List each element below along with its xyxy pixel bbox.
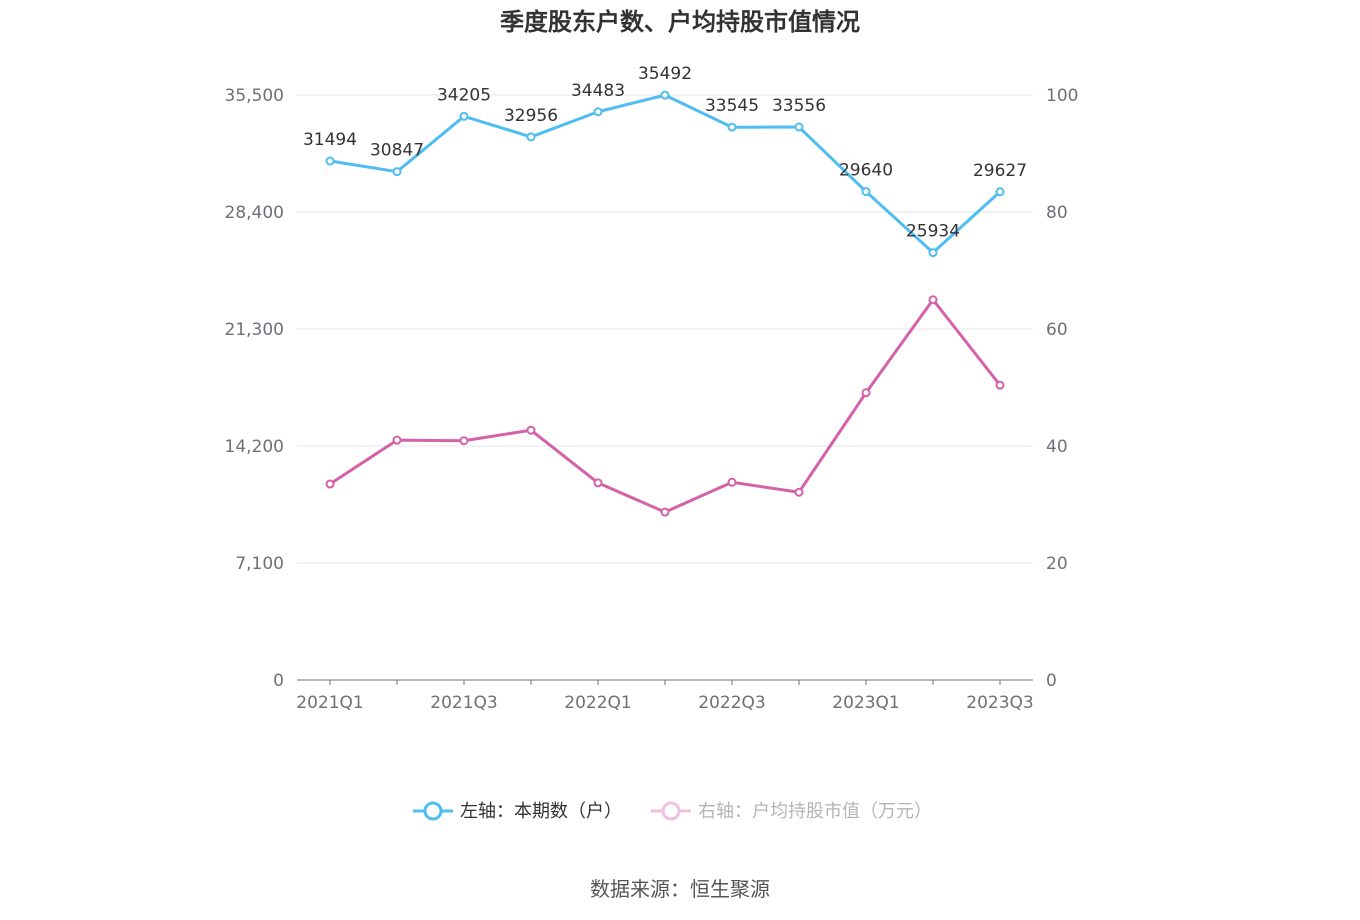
legend-marker-icon [661, 801, 681, 821]
legend: 左轴：本期数（户） 右轴：户均持股市值（万元） [413, 801, 932, 822]
data-point [995, 380, 1005, 390]
left-axis-tick-label: 14,200 [225, 437, 284, 457]
data-point [727, 477, 737, 487]
legend-marker-icon [423, 801, 443, 821]
data-point [526, 425, 536, 435]
data-point [392, 435, 402, 445]
left-axis-tick-label: 28,400 [225, 203, 284, 223]
left-axis-tick-label: 0 [273, 671, 284, 691]
left-axis-tick-label: 35,500 [225, 86, 284, 106]
data-label: 29640 [839, 161, 893, 181]
data-label: 25934 [906, 222, 960, 242]
data-label: 32956 [504, 106, 558, 126]
data-label: 34483 [571, 81, 625, 101]
data-point [593, 478, 603, 488]
data-label: 30847 [370, 141, 424, 161]
data-point [794, 122, 804, 132]
left-axis-tick-label: 21,300 [225, 320, 284, 340]
data-source: 数据来源：恒生聚源 [590, 877, 770, 901]
right-axis-tick-label: 80 [1046, 203, 1068, 223]
left-axis-tick-label: 7,100 [235, 554, 284, 574]
data-point [861, 388, 871, 398]
data-point [459, 436, 469, 446]
data-point [392, 167, 402, 177]
x-axis-tick-label: 2023Q1 [832, 693, 899, 713]
data-point [794, 487, 804, 497]
data-point [727, 122, 737, 132]
data-label: 29627 [973, 161, 1027, 181]
data-point [459, 111, 469, 121]
x-axis-tick-label: 2021Q1 [296, 693, 363, 713]
right-axis-tick-label: 20 [1046, 554, 1068, 574]
data-point [325, 479, 335, 489]
x-axis-tick-label: 2021Q3 [430, 693, 497, 713]
data-label: 35492 [638, 64, 692, 84]
series-line-left [329, 93, 1002, 255]
data-point [995, 187, 1005, 197]
data-label: 34205 [437, 85, 491, 105]
right-axis-tick-label: 0 [1046, 671, 1057, 691]
x-axis-tick-label: 2023Q3 [966, 693, 1033, 713]
data-point [861, 187, 871, 197]
right-axis-tick-label: 40 [1046, 437, 1068, 457]
chart-title: 季度股东户数、户均持股市值情况 [500, 8, 860, 36]
data-point [928, 248, 938, 258]
right-axis-tick-label: 60 [1046, 320, 1068, 340]
data-point [660, 507, 670, 517]
legend-label: 左轴：本期数（户） [460, 801, 622, 822]
legend-label: 右轴：户均持股市值（万元） [698, 801, 932, 822]
data-point [593, 107, 603, 117]
series-line-right [329, 298, 1002, 514]
legend-item-right[interactable]: 右轴：户均持股市值（万元） [651, 801, 932, 822]
data-point [660, 90, 670, 100]
right-axis-tick-label: 100 [1046, 86, 1078, 106]
x-axis-tick-label: 2022Q1 [564, 693, 631, 713]
legend-item-left[interactable]: 左轴：本期数（户） [413, 801, 622, 822]
data-label: 31494 [303, 130, 357, 150]
x-axis-tick-label: 2022Q3 [698, 693, 765, 713]
data-point [928, 295, 938, 305]
data-label: 33545 [705, 96, 759, 116]
data-label: 33556 [772, 96, 826, 116]
data-point [325, 156, 335, 166]
data-point [526, 132, 536, 142]
